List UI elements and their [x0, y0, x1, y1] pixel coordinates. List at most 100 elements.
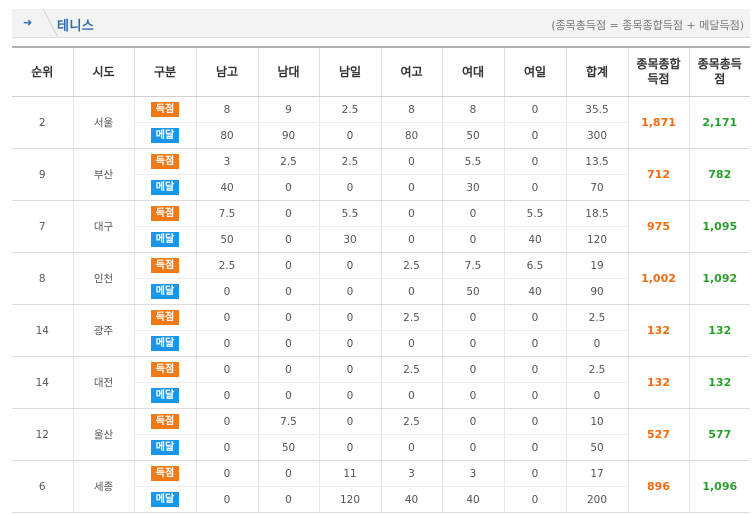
- column-header-type: 구분: [133, 47, 196, 97]
- medal-value-cell: 0: [441, 382, 504, 409]
- type-cell: 메달: [133, 122, 196, 149]
- score-value-cell: 7.5: [441, 252, 504, 279]
- medal-value-cell: 0: [195, 382, 258, 409]
- medal-value-cell: 90: [565, 278, 628, 305]
- type-cell: 메달: [133, 382, 196, 409]
- event-total-value: 132: [647, 376, 670, 389]
- medal-value-cell: 120: [318, 486, 381, 513]
- medal-value-cell: 0: [257, 174, 319, 201]
- medal-value-cell: 80: [195, 122, 258, 149]
- score-value-cell: 2.5: [380, 356, 442, 383]
- score-tag: 득점: [151, 102, 179, 117]
- event-total-value: 975: [647, 220, 670, 233]
- table-row: 메달 0 0 120 40 40 0 200: [12, 486, 750, 513]
- score-value-cell: 2.5: [257, 148, 319, 175]
- score-value-cell: 35.5: [565, 96, 628, 123]
- score-value-cell: 0: [503, 304, 566, 331]
- score-tag: 득점: [151, 414, 179, 429]
- medal-value-cell: 40: [380, 486, 442, 513]
- score-tag: 득점: [151, 310, 179, 325]
- rank-cell: 14: [12, 304, 73, 357]
- overall-total-value: 132: [708, 376, 732, 389]
- medal-value-cell: 0: [257, 382, 319, 409]
- score-value-cell: 3: [195, 148, 258, 175]
- score-value-cell: 18.5: [565, 200, 628, 227]
- type-cell: 득점: [133, 460, 196, 487]
- column-header-overall-total: 종목총득 점: [688, 47, 750, 97]
- medal-value-cell: 80: [380, 122, 442, 149]
- event-total-value: 712: [647, 168, 670, 181]
- type-cell: 메달: [133, 226, 196, 253]
- score-value-cell: 0: [318, 252, 381, 279]
- overall-total-value: 132: [708, 324, 732, 337]
- column-header-women-general: 여일: [503, 47, 566, 97]
- score-value-cell: 2.5: [380, 252, 442, 279]
- score-value-cell: 5.5: [441, 148, 504, 175]
- overall-total-cell: 1,095: [688, 200, 750, 253]
- type-cell: 메달: [133, 486, 196, 513]
- score-value-cell: 2.5: [195, 252, 258, 279]
- medal-value-cell: 0: [503, 434, 566, 461]
- event-total-cell: 712: [627, 148, 689, 201]
- medal-value-cell: 300: [565, 122, 628, 149]
- type-cell: 메달: [133, 278, 196, 305]
- column-header-sum: 합계: [565, 47, 628, 97]
- score-value-cell: 17: [565, 460, 628, 487]
- score-value-cell: 0: [257, 200, 319, 227]
- medal-value-cell: 0: [503, 122, 566, 149]
- medal-value-cell: 0: [380, 434, 442, 461]
- rank-cell: 9: [12, 148, 73, 201]
- table-row: 메달 40 0 0 0 30 0 70: [12, 174, 750, 201]
- overall-total-value: 577: [708, 428, 732, 441]
- medal-value-cell: 0: [257, 226, 319, 253]
- overall-total-cell: 132: [688, 304, 750, 357]
- table-row: 7 대구 득점 7.5 0 5.5 0 0 5.5 18.5 975 1,095: [12, 200, 750, 253]
- score-value-cell: 6.5: [503, 252, 566, 279]
- score-value-cell: 0: [318, 304, 381, 331]
- type-cell: 득점: [133, 148, 196, 175]
- score-value-cell: 5.5: [503, 200, 566, 227]
- medal-value-cell: 50: [195, 226, 258, 253]
- type-cell: 메달: [133, 174, 196, 201]
- medal-value-cell: 0: [195, 330, 258, 357]
- score-value-cell: 8: [195, 96, 258, 123]
- score-value-cell: 0: [195, 356, 258, 383]
- column-header-men-univ: 남대: [257, 47, 319, 97]
- score-tag: 득점: [151, 466, 179, 481]
- results-table: 순위 시도 구분 남고 남대 남일 여고 여대 여일 합계 종목종합 득점 종목총득 점 2 서울 득점 8 9 2…: [12, 46, 750, 513]
- event-total-value: 132: [647, 324, 670, 337]
- event-total-cell: 132: [627, 304, 689, 357]
- city-cell: 대전: [72, 356, 134, 409]
- event-total-cell: 527: [627, 408, 689, 461]
- score-value-cell: 11: [318, 460, 381, 487]
- score-value-cell: 0: [380, 148, 442, 175]
- score-value-cell: 0: [503, 96, 566, 123]
- rank-cell: 2: [12, 96, 73, 149]
- score-value-cell: 0: [257, 304, 319, 331]
- table-row: 메달 50 0 30 0 0 40 120: [12, 226, 750, 253]
- overall-total-cell: 1,092: [688, 252, 750, 305]
- medal-value-cell: 50: [257, 434, 319, 461]
- column-header-boys-hs: 남고: [195, 47, 258, 97]
- medal-value-cell: 40: [503, 278, 566, 305]
- formula-note: (종목총득점 = 종목종합득점 + 메달득점): [551, 19, 744, 32]
- medal-value-cell: 0: [565, 330, 628, 357]
- city-cell: 울산: [72, 408, 134, 461]
- medal-value-cell: 0: [503, 382, 566, 409]
- event-total-cell: 896: [627, 460, 689, 513]
- table-row: 메달 80 90 0 80 50 0 300: [12, 122, 750, 149]
- medal-value-cell: 0: [380, 330, 442, 357]
- medal-value-cell: 120: [565, 226, 628, 253]
- score-value-cell: 0: [257, 356, 319, 383]
- medal-tag: 메달: [151, 232, 179, 247]
- medal-value-cell: 40: [441, 486, 504, 513]
- score-value-cell: 7.5: [257, 408, 319, 435]
- medal-value-cell: 40: [195, 174, 258, 201]
- score-tag: 득점: [151, 206, 179, 221]
- table-row: 9 부산 득점 3 2.5 2.5 0 5.5 0 13.5 712 782: [12, 148, 750, 201]
- table-row: 메달 0 0 0 0 0 0 0: [12, 330, 750, 357]
- score-value-cell: 0: [195, 460, 258, 487]
- column-header-city: 시도: [72, 47, 134, 97]
- medal-value-cell: 0: [441, 330, 504, 357]
- overall-total-cell: 577: [688, 408, 750, 461]
